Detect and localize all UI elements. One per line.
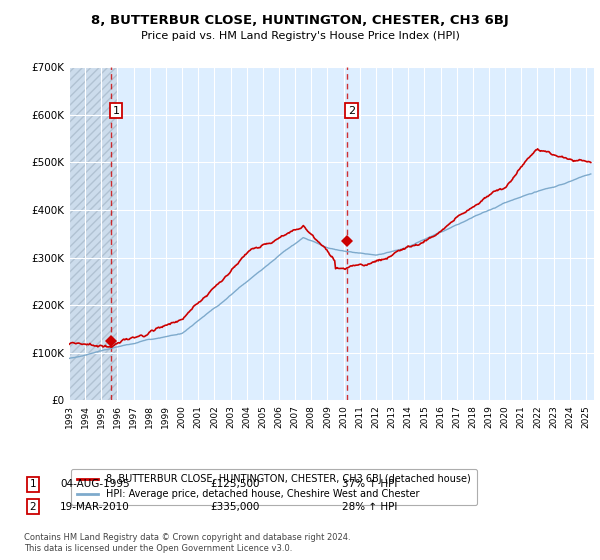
Text: £125,500: £125,500 xyxy=(210,479,260,489)
Text: 37% ↑ HPI: 37% ↑ HPI xyxy=(342,479,397,489)
Text: Contains HM Land Registry data © Crown copyright and database right 2024.
This d: Contains HM Land Registry data © Crown c… xyxy=(24,533,350,553)
Text: 2: 2 xyxy=(348,105,355,115)
Text: Price paid vs. HM Land Registry's House Price Index (HPI): Price paid vs. HM Land Registry's House … xyxy=(140,31,460,41)
Text: 1: 1 xyxy=(112,105,119,115)
Text: 04-AUG-1995: 04-AUG-1995 xyxy=(60,479,130,489)
Text: 19-MAR-2010: 19-MAR-2010 xyxy=(60,502,130,512)
Text: 2: 2 xyxy=(29,502,37,512)
Text: 28% ↑ HPI: 28% ↑ HPI xyxy=(342,502,397,512)
Text: 1: 1 xyxy=(29,479,37,489)
Text: £335,000: £335,000 xyxy=(210,502,259,512)
Text: 8, BUTTERBUR CLOSE, HUNTINGTON, CHESTER, CH3 6BJ: 8, BUTTERBUR CLOSE, HUNTINGTON, CHESTER,… xyxy=(91,14,509,27)
Legend: 8, BUTTERBUR CLOSE, HUNTINGTON, CHESTER, CH3 6BJ (detached house), HPI: Average : 8, BUTTERBUR CLOSE, HUNTINGTON, CHESTER,… xyxy=(71,469,477,505)
